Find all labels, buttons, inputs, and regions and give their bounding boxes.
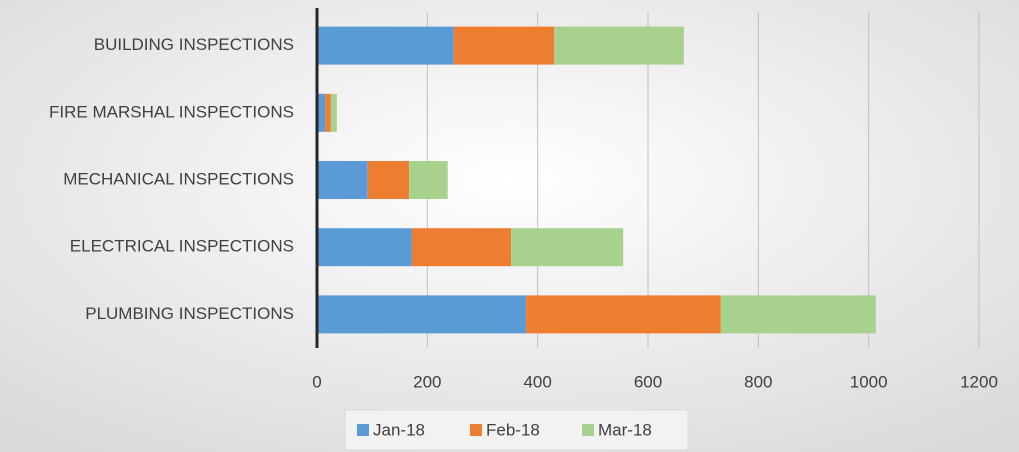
bar-segment <box>554 26 684 65</box>
legend-box <box>344 409 689 451</box>
legend-swatch <box>582 424 594 436</box>
y-tick-label: BUILDING INSPECTIONS <box>94 35 294 54</box>
bar-segment <box>330 93 337 132</box>
legend-label: Feb-18 <box>486 420 540 439</box>
bar-segment <box>411 228 512 267</box>
y-tick-label: PLUMBING INSPECTIONS <box>85 304 294 323</box>
y-tick-label: ELECTRICAL INSPECTIONS <box>70 237 294 256</box>
bar-segment <box>367 161 410 199</box>
bar-segment <box>317 161 368 199</box>
bar-segment <box>325 93 331 132</box>
legend-label: Jan-18 <box>373 420 425 439</box>
legend-label: Mar-18 <box>598 420 652 439</box>
bar-segment <box>317 228 412 267</box>
x-tick-label: 200 <box>413 372 441 391</box>
legend-swatch <box>470 424 482 436</box>
bar-segment <box>453 26 555 65</box>
bar-segment <box>511 228 624 267</box>
bar-segment <box>317 295 527 334</box>
x-tick-label: 400 <box>523 372 551 391</box>
bar-segment <box>720 295 876 334</box>
x-tick-label: 600 <box>634 372 662 391</box>
y-tick-label: MECHANICAL INSPECTIONS <box>63 169 294 188</box>
y-tick-label: FIRE MARSHAL INSPECTIONS <box>49 102 294 121</box>
bar-segment <box>526 295 721 334</box>
bar-segment <box>409 161 448 199</box>
bar-segment <box>317 93 326 132</box>
x-tick-label: 1200 <box>960 372 998 391</box>
x-tick-label: 0 <box>312 372 321 391</box>
legend-swatch <box>357 424 369 436</box>
x-tick-label: 800 <box>744 372 772 391</box>
bar-segment <box>317 26 454 65</box>
x-tick-label: 1000 <box>850 372 888 391</box>
